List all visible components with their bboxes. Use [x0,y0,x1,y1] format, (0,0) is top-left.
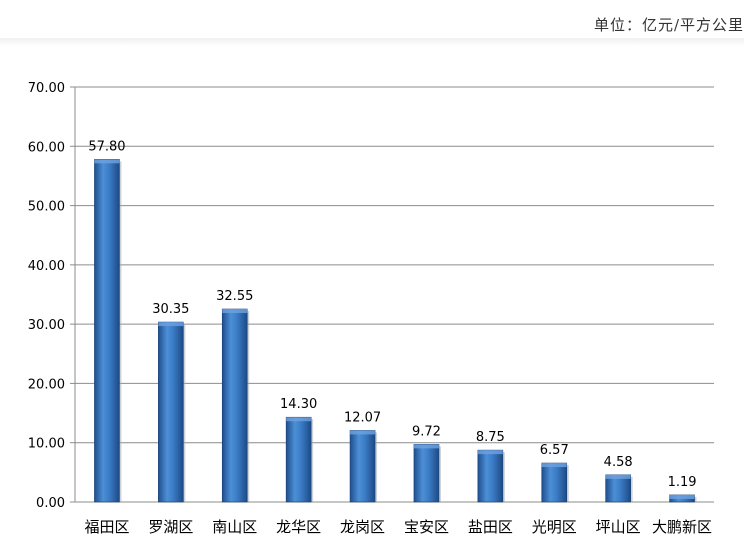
data-label: 4.58 [604,455,633,470]
bar-group [221,308,250,503]
bar-group [541,462,569,503]
y-tick-label: 60.00 [28,140,65,155]
bar-cap [669,494,695,499]
bar-group [285,416,314,503]
bars [94,159,697,503]
bar-group [413,444,441,503]
data-label: 14.30 [280,397,317,412]
bar-cap [413,444,439,449]
bar-cap [222,309,248,314]
x-tick-label: 光明区 [532,518,577,536]
data-label: 9.72 [412,424,441,439]
labels: 0.00 10.00 20.00 30.00 40.00 50.00 60.00 70.00 5… [28,81,712,536]
bar [413,444,440,503]
data-label: 57.80 [88,139,125,154]
data-label: 12.07 [344,410,381,425]
bar [221,308,248,503]
bar [605,474,631,503]
bar-cap [158,322,184,327]
data-label: 8.75 [476,430,505,445]
bar-cap [286,417,312,422]
data-label: 6.57 [540,443,569,458]
y-tick-label: 70.00 [28,81,65,96]
x-tick-label: 坪山区 [596,518,641,536]
y-tick-label: 50.00 [28,200,65,215]
bar-cap [94,159,120,164]
data-label: 30.35 [152,302,189,317]
bar-cap [477,450,503,455]
y-tick-label: 30.00 [28,318,65,333]
y-tick-label: 10.00 [28,437,65,452]
bar-group [349,430,378,503]
header-divider [0,38,744,46]
unit-label: 单位：亿元/平方公里 [593,16,744,34]
bar [94,159,120,503]
bar-cap [541,463,567,468]
x-tick-label: 罗湖区 [148,518,193,536]
bar-cap [605,474,631,479]
x-tick-label: 福田区 [84,518,129,536]
bar-cap [350,430,376,435]
x-tick-label: 南山区 [212,518,257,536]
x-tick-label: 大鹏新区 [652,518,712,536]
bar-group [669,494,697,503]
bar-group [158,321,186,503]
bar-group [477,449,505,503]
bar [285,416,312,503]
x-tick-label: 宝安区 [404,518,449,536]
bar-group [94,159,122,503]
bar [541,462,568,503]
data-label: 1.19 [668,475,697,490]
x-tick-label: 龙岗区 [340,518,385,536]
x-tick-label: 龙华区 [276,518,321,536]
y-tick-label: 0.00 [36,496,65,511]
bar [477,449,504,503]
data-label: 32.55 [216,289,253,304]
bar [349,430,376,503]
bar-group [605,474,633,503]
x-tick-label: 盐田区 [468,518,513,536]
y-tick-label: 40.00 [28,259,65,274]
y-tick-label: 20.00 [28,377,65,392]
bar [158,321,184,503]
